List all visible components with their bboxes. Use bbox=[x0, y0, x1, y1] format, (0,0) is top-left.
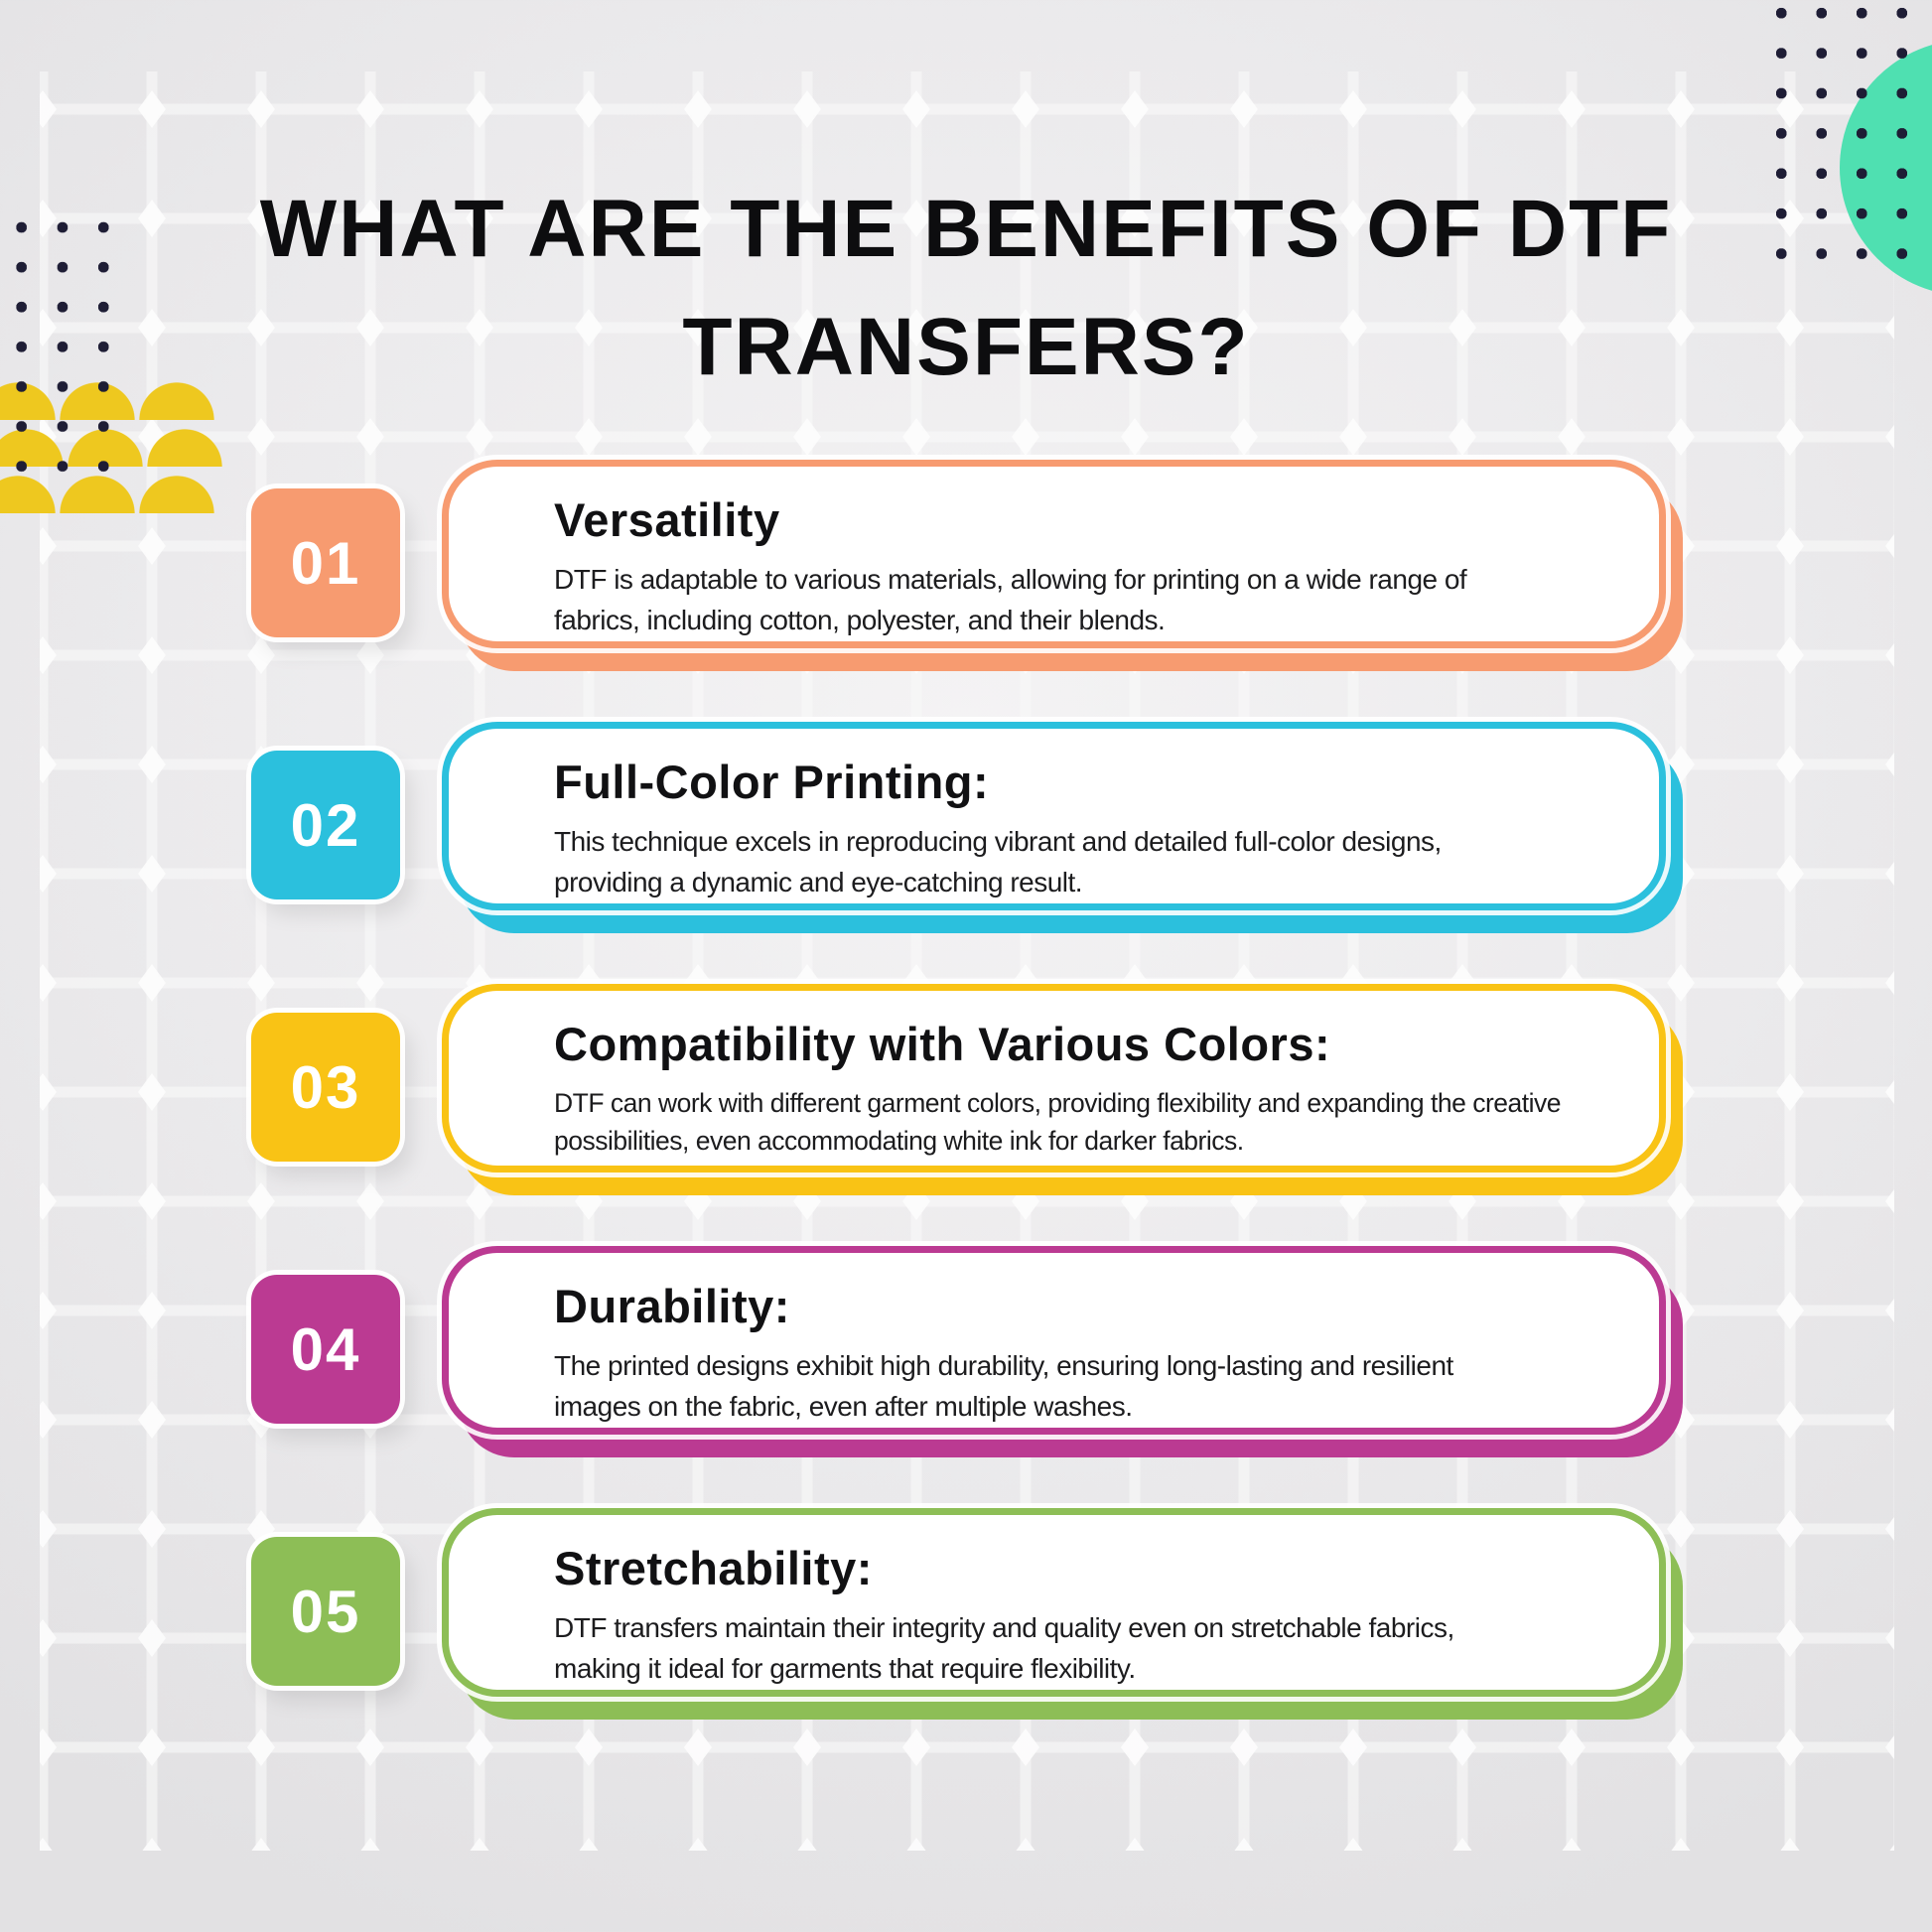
benefit-description: This technique excels in reproducing vib… bbox=[554, 826, 1442, 897]
benefit-number-badge: 03 bbox=[251, 1013, 400, 1162]
page-title: WHAT ARE THE BENEFITS OF DTF TRANSFERS? bbox=[0, 171, 1932, 407]
benefit-card: Full-Color Printing: This technique exce… bbox=[442, 722, 1666, 910]
benefit-description: DTF transfers maintain their integrity a… bbox=[554, 1612, 1454, 1684]
benefit-number-badge: 04 bbox=[251, 1275, 400, 1424]
benefit-row-full-color-printing: 02 Full-Color Printing: This technique e… bbox=[251, 722, 1684, 932]
benefit-card: Stretchability: DTF transfers maintain t… bbox=[442, 1508, 1666, 1697]
benefit-description: DTF is adaptable to various materials, a… bbox=[554, 564, 1467, 635]
benefit-card: Durability: The printed designs exhibit … bbox=[442, 1246, 1666, 1435]
dot-grid-left bbox=[1, 207, 124, 486]
benefit-number-badge: 01 bbox=[251, 488, 400, 637]
page-title-line-2: TRANSFERS? bbox=[682, 301, 1250, 392]
benefit-card: Versatility DTF is adaptable to various … bbox=[442, 460, 1666, 648]
benefit-number-badge: 02 bbox=[251, 751, 400, 899]
benefit-card: Compatibility with Various Colors: DTF c… bbox=[442, 984, 1666, 1173]
benefit-row-compatibility: 03 Compatibility with Various Colors: DT… bbox=[251, 984, 1684, 1194]
benefit-title: Versatility bbox=[554, 493, 780, 546]
benefit-description: DTF can work with different garment colo… bbox=[554, 1088, 1562, 1157]
dot-grid-top-right bbox=[1761, 0, 1922, 274]
benefit-title: Durability: bbox=[554, 1280, 790, 1332]
benefit-description: The printed designs exhibit high durabil… bbox=[554, 1350, 1453, 1422]
benefit-row-durability: 04 Durability: The printed designs exhib… bbox=[251, 1246, 1684, 1456]
benefit-title: Compatibility with Various Colors: bbox=[554, 1018, 1331, 1070]
benefit-number-badge: 05 bbox=[251, 1537, 400, 1686]
page-title-line-1: WHAT ARE THE BENEFITS OF DTF bbox=[259, 184, 1673, 274]
benefit-title: Full-Color Printing: bbox=[554, 756, 990, 808]
benefit-row-stretchability: 05 Stretchability: DTF transfers maintai… bbox=[251, 1508, 1684, 1719]
benefit-title: Stretchability: bbox=[554, 1542, 873, 1594]
benefit-row-versatility: 01 Versatility DTF is adaptable to vario… bbox=[251, 460, 1684, 670]
